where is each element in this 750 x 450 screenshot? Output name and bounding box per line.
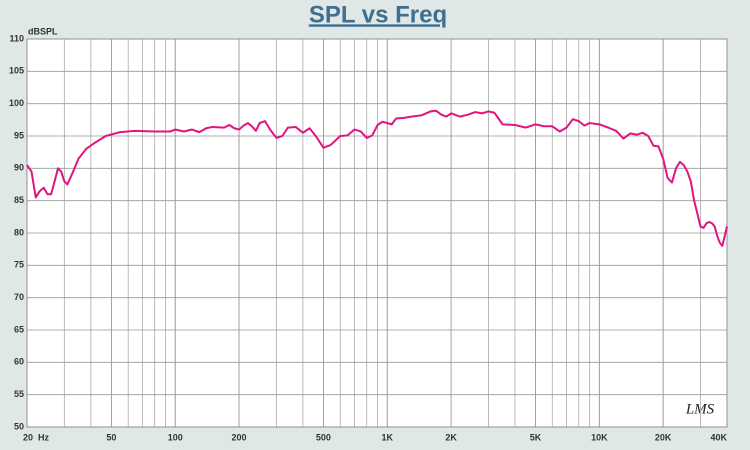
x-tick-label: 50 (106, 432, 116, 442)
y-tick-label: 60 (14, 357, 24, 367)
y-tick-label: 55 (14, 389, 24, 399)
spl-line (26, 109, 728, 247)
x-tick-label: 2K (445, 432, 457, 442)
watermark: LMS (685, 401, 715, 417)
x-tick-label: 1K (382, 432, 394, 442)
x-tick-label: 40K (710, 432, 727, 442)
y-tick-label: 50 (14, 421, 24, 431)
y-axis-label: dBSPL (28, 26, 58, 36)
chart-title: SPL vs Freq (309, 1, 447, 28)
y-tick-label: 80 (14, 227, 24, 237)
x-tick-label: 100 (168, 432, 183, 442)
y-tick-label: 100 (9, 98, 24, 108)
x-tick-label: 20K (655, 432, 672, 442)
x-tick-label: 10K (591, 432, 608, 442)
x-tick-label: 200 (232, 432, 247, 442)
y-tick-label: 105 (9, 66, 24, 76)
y-tick-label: 110 (9, 33, 24, 43)
y-tick-label: 95 (14, 130, 24, 140)
y-tick-label: 85 (14, 195, 24, 205)
y-tick-label: 75 (14, 260, 24, 270)
x-tick-label: 500 (316, 432, 331, 442)
y-tick-label: 90 (14, 163, 24, 173)
x-tick-label: 20 Hz (23, 432, 50, 442)
y-tick-label: 70 (14, 292, 24, 302)
x-tick-label: 5K (530, 432, 542, 442)
y-tick-label: 65 (14, 324, 24, 334)
